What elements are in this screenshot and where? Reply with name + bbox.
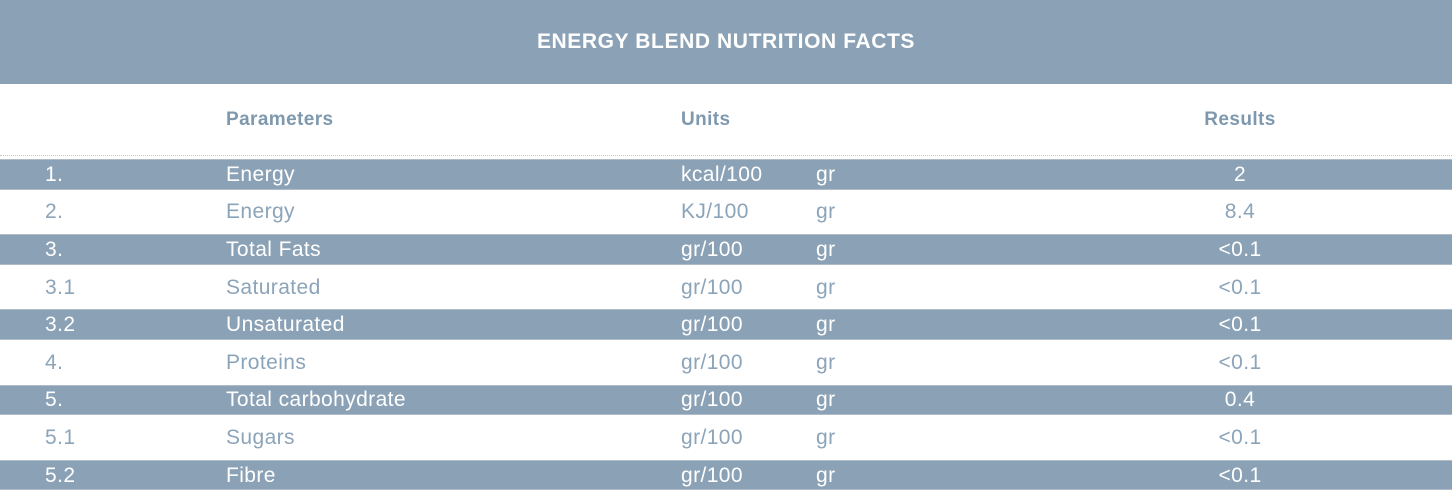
row-unit-gr: gr: [816, 463, 836, 487]
row-number: 3.: [45, 237, 64, 261]
table-row: 3. Total Fats gr/100 gr <0.1: [0, 231, 1452, 269]
table-row: 5.2 Fibre gr/100 gr <0.1: [0, 456, 1452, 495]
row-unit: kcal/100: [681, 162, 763, 186]
row-parameter: Energy: [226, 200, 295, 224]
row-result: <0.1: [1218, 425, 1262, 449]
table-row: 2. Energy KJ/100 gr 8.4: [0, 194, 1452, 232]
row-unit: KJ/100: [681, 200, 749, 224]
row-parameter: Unsaturated: [226, 313, 345, 337]
row-unit-gr: gr: [816, 313, 836, 337]
row-result: 2: [1233, 162, 1247, 186]
row-number: 3.1: [45, 275, 76, 299]
row-number: 5.2: [45, 463, 76, 487]
row-number: 5.1: [45, 425, 76, 449]
row-unit: gr/100: [681, 275, 743, 299]
row-number: 4.: [45, 350, 64, 374]
row-number: 3.2: [45, 313, 76, 337]
row-unit-gr: gr: [816, 237, 836, 261]
row-parameter: Saturated: [226, 275, 321, 299]
row-result: 0.4: [1224, 388, 1256, 412]
row-unit-gr: gr: [816, 350, 836, 374]
row-unit: gr/100: [681, 388, 743, 412]
table-column-header: Parameters Units Results: [0, 84, 1452, 155]
column-header-units: Units: [681, 108, 731, 130]
row-result: <0.1: [1218, 350, 1262, 374]
row-unit-gr: gr: [816, 425, 836, 449]
table-row: 1. Energy kcal/100 gr 2: [0, 155, 1452, 194]
row-unit: gr/100: [681, 350, 743, 374]
row-parameter: Total carbohydrate: [226, 388, 406, 412]
row-parameter: Total Fats: [226, 237, 322, 261]
row-parameter: Energy: [226, 162, 295, 186]
row-unit: gr/100: [681, 425, 743, 449]
row-unit: gr/100: [681, 237, 743, 261]
table-row: 3.2 Unsaturated gr/100 gr <0.1: [0, 306, 1452, 344]
row-unit-gr: gr: [816, 275, 836, 299]
title-bar: ENERGY BLEND NUTRITION FACTS: [0, 0, 1452, 84]
row-parameter: Proteins: [226, 350, 307, 374]
row-unit: gr/100: [681, 463, 743, 487]
row-number: 5.: [45, 388, 64, 412]
row-number: 1.: [45, 162, 64, 186]
column-header-parameters: Parameters: [226, 108, 334, 130]
column-header-results: Results: [1204, 108, 1276, 130]
row-result: <0.1: [1218, 463, 1262, 487]
row-result: <0.1: [1218, 275, 1262, 299]
nutrition-table: 1. Energy kcal/100 gr 2 2. Energy KJ/100…: [0, 155, 1452, 495]
table-row: 5. Total carbohydrate gr/100 gr 0.4: [0, 381, 1452, 420]
row-unit: gr/100: [681, 313, 743, 337]
table-row: 3.1 Saturated gr/100 gr <0.1: [0, 269, 1452, 307]
row-unit-gr: gr: [816, 162, 836, 186]
page-title: ENERGY BLEND NUTRITION FACTS: [536, 30, 916, 53]
row-number: 2.: [45, 200, 64, 224]
row-unit-gr: gr: [816, 388, 836, 412]
row-result: <0.1: [1218, 313, 1262, 337]
row-parameter: Sugars: [226, 425, 295, 449]
row-parameter: Fibre: [226, 463, 276, 487]
table-row: 4. Proteins gr/100 gr <0.1: [0, 344, 1452, 382]
row-result: <0.1: [1218, 237, 1262, 261]
row-result: 8.4: [1224, 200, 1256, 224]
table-row: 5.1 Sugars gr/100 gr <0.1: [0, 419, 1452, 457]
row-unit-gr: gr: [816, 200, 836, 224]
